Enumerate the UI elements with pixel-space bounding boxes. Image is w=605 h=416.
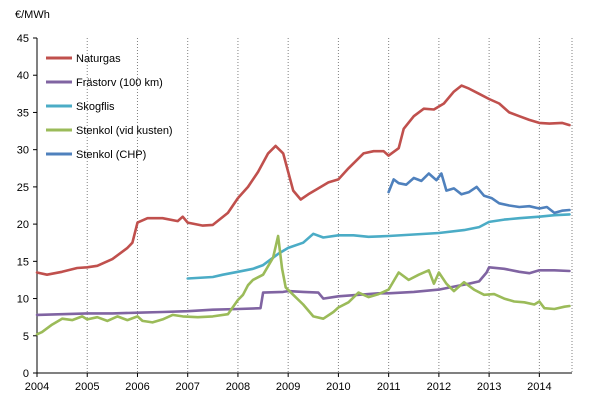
x-tick-label-2014: 2014 — [527, 381, 551, 393]
x-tick-label-2009: 2009 — [276, 381, 300, 393]
x-tick-label-2007: 2007 — [175, 381, 199, 393]
legend-label-skogflis: Skogflis — [76, 101, 115, 113]
x-tick-label-2005: 2005 — [75, 381, 99, 393]
legend-label-stenkol-chp: Stenkol (CHP) — [76, 149, 146, 161]
axis-layer: 0 5 10 15 20 25 30 35 40 45 2004 2005 2006 2007 2008 20… — [17, 33, 572, 393]
x-tick-label-2013: 2013 — [477, 381, 501, 393]
series-line-stenkol-chp — [387, 172, 571, 215]
y-unit-label: €/MWh — [15, 9, 50, 21]
series-line-skogflis — [186, 213, 571, 280]
series-line-naturgas — [35, 84, 571, 277]
y-tick-label-15: 15 — [17, 256, 29, 268]
y-tick-label-25: 25 — [17, 182, 29, 194]
legend: Naturgas Frästorv (100 km) Skogflis Stenkol… — [46, 53, 173, 161]
x-tick-label-2011: 2011 — [377, 381, 401, 393]
x-tick-label-2012: 2012 — [427, 381, 451, 393]
series-line-stenkol-vid-kusten — [35, 234, 571, 336]
y-tick-label-40: 40 — [17, 70, 29, 82]
x-tick-label-2010: 2010 — [326, 381, 350, 393]
legend-label-naturgas: Naturgas — [76, 53, 121, 65]
x-tick-label-2008: 2008 — [226, 381, 250, 393]
legend-label-fr-storv-100-km: Frästorv (100 km) — [76, 77, 163, 89]
y-tick-label-45: 45 — [17, 33, 29, 45]
y-tick-label-20: 20 — [17, 219, 29, 231]
y-tick-label-30: 30 — [17, 145, 29, 157]
legend-label-stenkol-vid-kusten: Stenkol (vid kusten) — [76, 125, 173, 137]
y-tick-label-35: 35 — [17, 107, 29, 119]
y-tick-label-10: 10 — [17, 294, 29, 306]
y-tick-label-5: 5 — [23, 331, 29, 343]
y-tick-label-0: 0 — [23, 368, 29, 380]
series-line-fr-storv-100-km — [35, 265, 571, 317]
x-tick-label-2004: 2004 — [25, 381, 49, 393]
x-tick-label-2006: 2006 — [125, 381, 149, 393]
series-layer — [35, 84, 571, 336]
